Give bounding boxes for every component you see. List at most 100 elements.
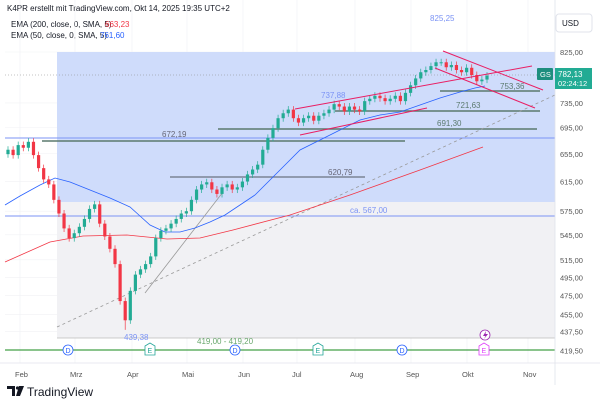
candle bbox=[388, 95, 392, 105]
candle bbox=[87, 205, 92, 223]
candle bbox=[169, 220, 173, 232]
event-label: D bbox=[400, 348, 405, 355]
y-tick-label: 825,00 bbox=[560, 48, 583, 57]
dividend-marker[interactable]: D bbox=[396, 344, 408, 356]
candle bbox=[138, 265, 143, 279]
y-tick-label: 655,00 bbox=[560, 150, 583, 159]
candle bbox=[77, 223, 81, 237]
candle bbox=[16, 141, 20, 159]
currency-box[interactable]: USD bbox=[555, 13, 593, 33]
alert-marker[interactable] bbox=[479, 329, 491, 341]
dividend-marker[interactable]: D bbox=[229, 344, 241, 356]
x-tick-label: Aug bbox=[350, 370, 363, 379]
y-tick-label: 475,00 bbox=[560, 291, 583, 300]
level-620-label: 620,79 bbox=[328, 168, 353, 177]
candle bbox=[21, 141, 25, 152]
candle bbox=[352, 103, 357, 114]
ema50-line bbox=[4, 85, 486, 233]
y-tick-label: 695,00 bbox=[560, 124, 583, 133]
candle bbox=[342, 103, 346, 115]
candle bbox=[164, 224, 168, 235]
y-tick-label: 515,00 bbox=[560, 256, 583, 265]
ema200-legend-label[interactable]: EMA (200, close, 0, SMA, 5) bbox=[11, 20, 112, 29]
y-tick-label: 455,00 bbox=[560, 310, 583, 319]
y-tick-label: 735,00 bbox=[560, 99, 583, 108]
candle bbox=[465, 64, 469, 76]
candle bbox=[332, 100, 336, 114]
x-tick-label: Mrz bbox=[70, 370, 83, 379]
price-tag: GS 782,13 02:24:12 bbox=[537, 68, 592, 89]
candle bbox=[210, 178, 214, 194]
channels[interactable] bbox=[294, 50, 544, 136]
ticker-badge: GS bbox=[540, 70, 551, 79]
candle bbox=[429, 62, 433, 74]
candle bbox=[184, 207, 188, 218]
candle bbox=[174, 215, 178, 228]
candle bbox=[444, 58, 448, 71]
candle bbox=[245, 170, 250, 186]
x-tick-label: Jul bbox=[292, 370, 302, 379]
countdown: 02:24:12 bbox=[558, 79, 587, 88]
candle bbox=[215, 185, 219, 198]
candle bbox=[123, 297, 127, 330]
candle bbox=[179, 209, 183, 223]
y-tick-label: 437,50 bbox=[560, 328, 583, 337]
x-tick-label: Mai bbox=[182, 370, 194, 379]
dividend-marker[interactable]: D bbox=[62, 344, 74, 356]
x-tick-label: Feb bbox=[15, 370, 28, 379]
rising-channel-upper bbox=[294, 65, 533, 110]
ema50-legend-label[interactable]: EMA (50, close, 0, SMA, 5) bbox=[11, 31, 107, 40]
level-672-label: 672,19 bbox=[162, 130, 187, 139]
falling-channel-lower bbox=[434, 67, 536, 109]
price-axis[interactable]: 825,00 735,00 695,00 655,00 615,00 575,00 545,… bbox=[560, 48, 583, 355]
y-tick-label: 419,50 bbox=[560, 346, 583, 355]
candle bbox=[373, 92, 377, 103]
candle bbox=[11, 146, 15, 159]
level-labels: 825,25 439,38 419,00 - 419,20 737,88 753… bbox=[124, 14, 525, 346]
candle bbox=[256, 161, 260, 174]
event-label: E bbox=[482, 348, 487, 355]
candle bbox=[286, 106, 290, 117]
earnings-marker[interactable]: E bbox=[144, 342, 156, 356]
indicator-legend: EMA (200, close, 0, SMA, 5) 663,23 EMA (… bbox=[11, 20, 130, 40]
support-trendline[interactable] bbox=[144, 191, 224, 294]
candle bbox=[93, 200, 97, 213]
candle bbox=[266, 134, 270, 154]
candle bbox=[230, 180, 234, 194]
candle bbox=[31, 138, 36, 159]
earnings-marker[interactable]: E bbox=[312, 342, 324, 356]
candle bbox=[296, 114, 301, 127]
last-price: 782,13 bbox=[558, 70, 583, 79]
tradingview-logo[interactable]: TradingView bbox=[7, 385, 93, 399]
high-label: 825,25 bbox=[430, 14, 455, 23]
candle bbox=[47, 175, 51, 188]
time-axis[interactable]: Feb Mrz Apr Mai Jun Jul Aug Sep Okt Nov bbox=[15, 370, 537, 379]
candle bbox=[26, 138, 30, 152]
x-tick-label: Okt bbox=[462, 370, 475, 379]
chart-credit: K4PR erstellt mit TradingView.com, Okt 1… bbox=[7, 4, 230, 13]
candle bbox=[154, 234, 158, 260]
event-label: D bbox=[66, 348, 71, 355]
candle bbox=[42, 164, 46, 183]
candle bbox=[307, 112, 311, 122]
blue-zone bbox=[57, 52, 555, 202]
candle bbox=[98, 200, 102, 228]
earnings-marker[interactable]: E bbox=[478, 342, 490, 356]
candle bbox=[225, 180, 229, 191]
candle bbox=[347, 103, 352, 115]
event-label: E bbox=[148, 348, 153, 355]
candle bbox=[317, 112, 321, 125]
candle bbox=[200, 180, 204, 194]
candle bbox=[103, 220, 107, 241]
levels bbox=[5, 90, 555, 351]
level-737-label: 737,88 bbox=[321, 91, 346, 100]
candle bbox=[240, 178, 245, 191]
candle bbox=[57, 196, 61, 218]
x-tick-label: Apr bbox=[127, 370, 139, 379]
dashed-trendline[interactable] bbox=[56, 94, 556, 328]
ema200-line bbox=[4, 146, 484, 263]
currency-label: USD bbox=[562, 19, 579, 28]
candle bbox=[52, 180, 56, 204]
